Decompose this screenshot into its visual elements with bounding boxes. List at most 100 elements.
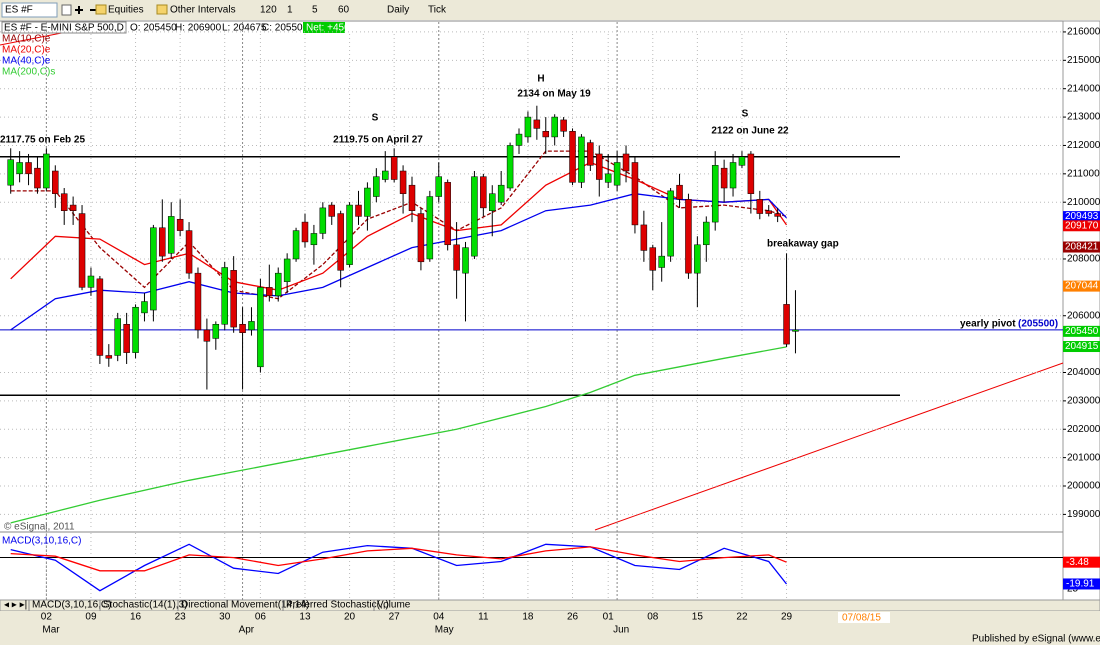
y-tick-label: 212000 (1067, 140, 1100, 151)
annotation: 2117.75 on Feb 25 (0, 135, 85, 146)
candle-body (408, 184, 416, 211)
x-tick-label: 27 (389, 612, 401, 623)
candle-body (60, 193, 68, 211)
x-tick-label: 16 (130, 612, 142, 623)
value-marker-label: -3.48 (1066, 557, 1089, 568)
price-axis (1062, 20, 1100, 601)
month-label: May (435, 625, 454, 636)
candle-body (444, 182, 451, 246)
icon[interactable] (61, 4, 72, 16)
candle-body (515, 133, 523, 146)
candle-body (783, 304, 790, 345)
candle-body (167, 216, 175, 254)
date-axis (0, 611, 1100, 645)
annotation: 2134 on May 19 (517, 89, 591, 100)
annotation: 2122 on June 22 (711, 126, 789, 137)
y-tick-label: 203000 (1067, 396, 1100, 407)
candle-body (150, 227, 157, 311)
panel-title: MACD(3,10,16,C) (2, 536, 81, 547)
candle-body (346, 204, 353, 265)
tab[interactable]: Stochastic(14(1),3) (103, 600, 187, 611)
toolbar-button[interactable]: 120 (260, 5, 277, 16)
candle-body (239, 323, 246, 334)
tab[interactable]: Volume (377, 600, 411, 611)
candle-body (319, 207, 327, 234)
copyright: © eSignal, 2011 (4, 522, 75, 533)
price-marker-label: 204915 (1065, 341, 1099, 352)
y-tick-label: 201000 (1067, 452, 1100, 463)
x-tick-label: 01 (603, 612, 615, 623)
candle-body (551, 116, 558, 138)
candle-body (52, 170, 59, 194)
annotation: S (372, 113, 379, 124)
candle-body (69, 204, 77, 211)
candle-body (301, 221, 309, 243)
candle-body (792, 329, 799, 332)
folder-icon[interactable] (156, 4, 168, 15)
x-tick-label: 08 (647, 612, 659, 623)
x-tick-label: 02 (41, 612, 53, 623)
symbol-text: ES #F (5, 5, 33, 16)
candle-body (176, 218, 184, 231)
price-marker-label: 209170 (1065, 220, 1099, 231)
x-tick-label: 30 (219, 612, 231, 623)
price-marker (1063, 220, 1100, 232)
y-tick-label: 199000 (1067, 509, 1100, 520)
candle-body (622, 153, 630, 172)
toolbar-button[interactable]: Tick (428, 5, 447, 16)
candle-body (694, 244, 701, 274)
net-box (303, 22, 345, 33)
legend-entry: MA(10,C)e (2, 34, 51, 45)
x-tick-label: 13 (299, 612, 311, 623)
net-change: Net: +450 (306, 23, 350, 34)
candle-body (640, 224, 648, 251)
legend-entry: MA(40,C)e (2, 56, 51, 67)
candle-body (569, 131, 576, 183)
toolbar-button[interactable]: Other Intervals (170, 5, 236, 16)
y-tick-label: 215000 (1067, 55, 1100, 66)
candle-body (355, 204, 362, 217)
candle-body (274, 272, 282, 297)
toolbar-button[interactable]: 60 (338, 5, 350, 16)
candle-body (435, 176, 443, 197)
ohlc-low: L: 204675 (222, 23, 267, 34)
toolbar-button[interactable]: Equities (108, 5, 144, 16)
price-marker-label: 208421 (1065, 242, 1099, 253)
date-box-text: 07/08/15 (842, 613, 881, 624)
tab[interactable]: MACD(3,10,16,C) (32, 600, 111, 611)
pivot-text: yearly pivot (960, 319, 1016, 330)
candle-body (774, 213, 781, 217)
tab[interactable]: Preferred Stochastic(,,) (286, 600, 389, 611)
scroll-arrows[interactable]: ◂ ▸ ▸| (4, 600, 27, 611)
month-label: Jun (613, 625, 629, 636)
candle-body (257, 287, 264, 368)
candle-body (212, 323, 220, 339)
folder-icon[interactable] (95, 4, 107, 15)
value-marker (1063, 556, 1100, 568)
candle-body (185, 230, 193, 274)
y-tick-label: 213000 (1067, 112, 1100, 123)
candle-body (34, 167, 41, 189)
y-tick-label: 216000 (1067, 27, 1100, 38)
candle-body (453, 244, 460, 271)
tab[interactable]: Directional Movement(14,14) (181, 600, 309, 611)
candle-body (533, 119, 541, 129)
month-label: Apr (239, 625, 255, 636)
price-marker (1063, 280, 1100, 292)
ohlc-high: H: 206900 (175, 23, 222, 34)
candle-body (462, 247, 469, 274)
toolbar-button[interactable]: 1 (287, 5, 293, 16)
ohlc-open: O: 205450 (130, 23, 177, 34)
candle-body (667, 190, 674, 257)
toolbar-button[interactable]: 5 (312, 5, 318, 16)
candle-body (587, 142, 594, 166)
legend-entry: MA(20,C)e (2, 45, 51, 56)
annotation: H (537, 74, 544, 85)
add-icon[interactable] (75, 6, 83, 14)
toolbar-button[interactable]: Daily (387, 5, 409, 16)
candle-body (381, 170, 389, 180)
candle-body (649, 247, 657, 271)
symbol-input[interactable] (1, 2, 58, 18)
